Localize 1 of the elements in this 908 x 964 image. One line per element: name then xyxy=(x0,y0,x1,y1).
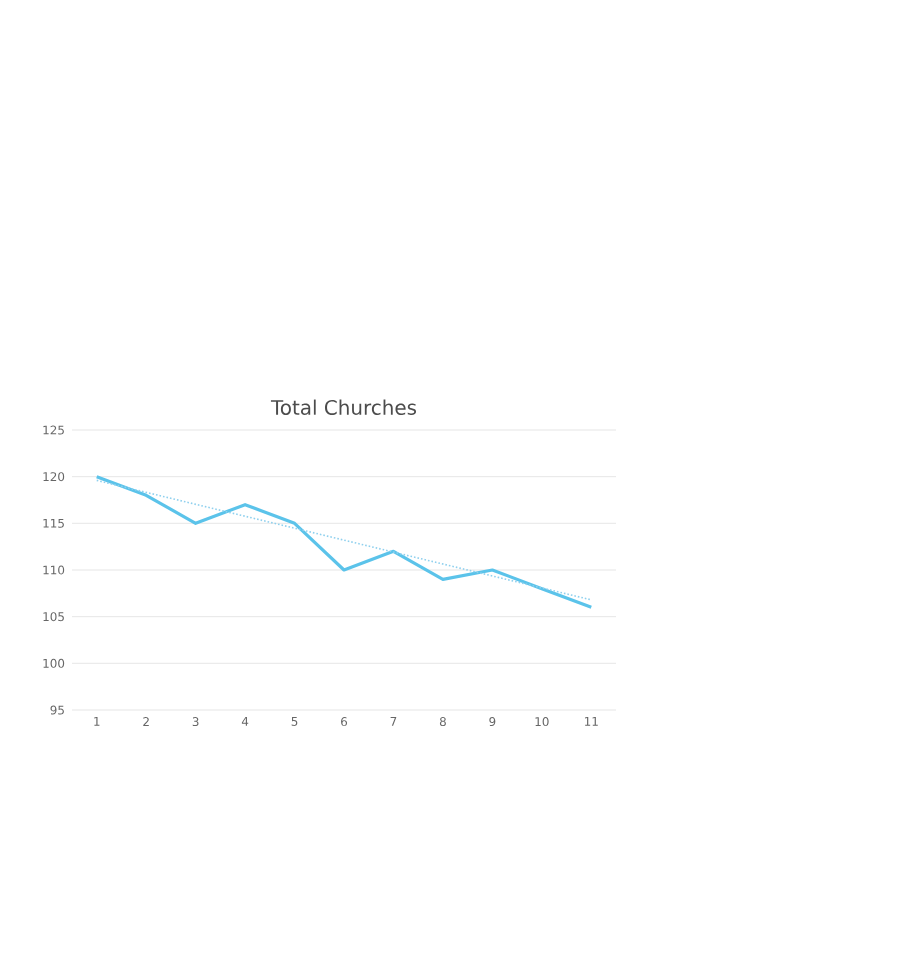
chart-title: Total Churches xyxy=(270,399,417,415)
